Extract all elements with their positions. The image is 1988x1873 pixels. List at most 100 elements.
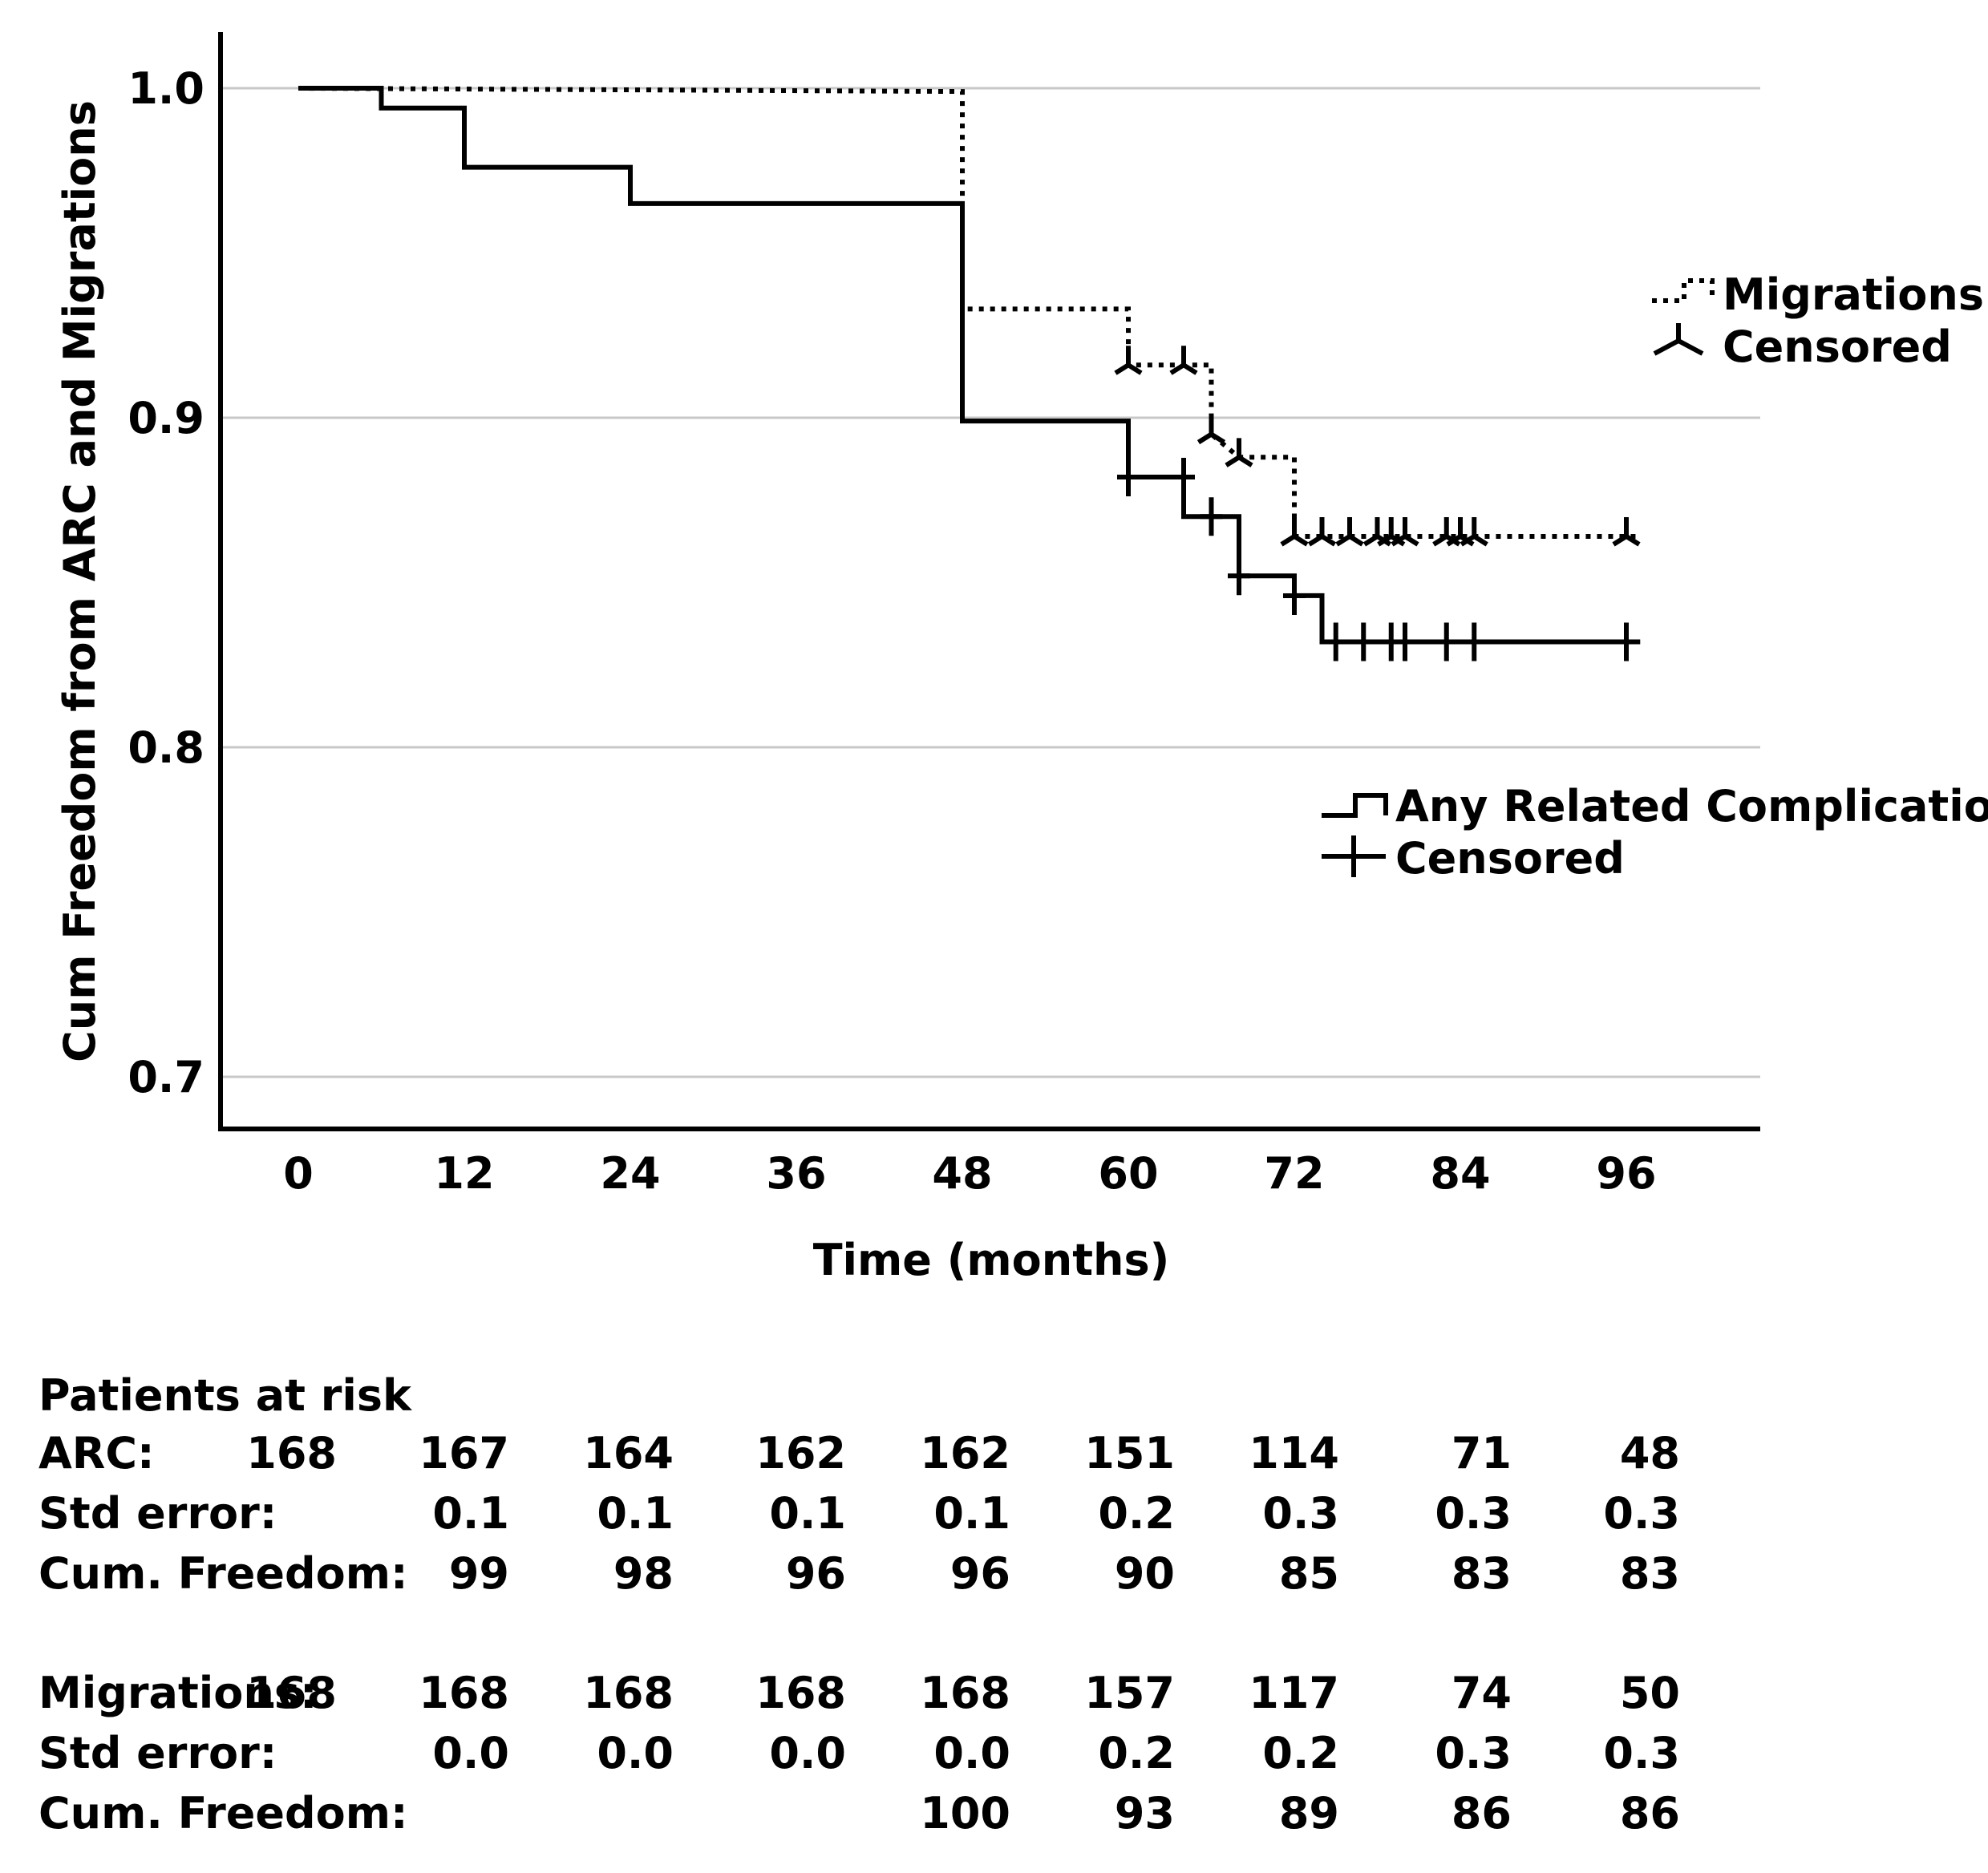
legend-arc-censored-label: Censored bbox=[1395, 833, 1625, 884]
censor-mark-1-4 bbox=[1283, 576, 1306, 615]
legend-migrations: Migrations Censored bbox=[1652, 269, 1984, 372]
risk-cell-3-5: 157 bbox=[1084, 1668, 1175, 1718]
axes bbox=[218, 32, 1760, 1131]
censor-mark-1-8 bbox=[1394, 622, 1416, 661]
y-tick-label-0: 1.0 bbox=[128, 63, 204, 114]
risk-cell-0-7: 71 bbox=[1451, 1428, 1512, 1479]
x-tick-label-8: 96 bbox=[1596, 1148, 1656, 1199]
risk-cell-3-4: 168 bbox=[920, 1668, 1010, 1718]
censor-mark-1-6 bbox=[1352, 622, 1375, 661]
risk-cell-0-1: 167 bbox=[419, 1428, 509, 1479]
risk-cell-1-5: 0.2 bbox=[1098, 1488, 1175, 1539]
risk-cell-4-1: 0.0 bbox=[432, 1728, 509, 1778]
series-line-1 bbox=[298, 86, 1641, 645]
risk-table: Patients at risk ARC: 168 167 164 162 162 151 1… bbox=[0, 1363, 1988, 1860]
risk-cell-0-5: 151 bbox=[1084, 1428, 1175, 1479]
risk-cell-5-8: 86 bbox=[1619, 1788, 1680, 1839]
legend-arc-line-icon bbox=[1322, 793, 1388, 818]
risk-cell-0-0: 168 bbox=[246, 1428, 337, 1479]
censor-marks bbox=[1114, 346, 1641, 661]
x-tick-label-4: 48 bbox=[932, 1148, 992, 1199]
censor-mark-1-10 bbox=[1463, 622, 1486, 661]
kaplan-meier-chart: 1.0 0.9 0.8 0.7 0 12 24 36 48 60 72 84 96 Cum Freed… bbox=[55, 32, 1988, 1285]
x-axis-title: Time (months) bbox=[813, 1235, 1170, 1285]
x-tick-label-5: 60 bbox=[1098, 1148, 1158, 1199]
risk-cell-0-2: 164 bbox=[583, 1428, 674, 1479]
series-lines bbox=[298, 86, 1641, 645]
legend-migrations-line-icon bbox=[1652, 278, 1715, 303]
censor-mark-1-0 bbox=[1117, 457, 1140, 496]
risk-row-label-5: Cum. Freedom: bbox=[38, 1788, 408, 1839]
risk-cell-1-7: 0.3 bbox=[1435, 1488, 1512, 1539]
risk-cell-4-2: 0.0 bbox=[597, 1728, 674, 1778]
risk-cell-5-7: 86 bbox=[1451, 1788, 1512, 1839]
legend-migrations-censored-label: Censored bbox=[1723, 322, 1952, 372]
censor-mark-0-0 bbox=[1114, 346, 1143, 375]
x-tick-label-3: 36 bbox=[766, 1148, 826, 1199]
risk-cell-4-5: 0.2 bbox=[1098, 1728, 1175, 1778]
censor-mark-0-5 bbox=[1307, 516, 1337, 547]
risk-cell-4-4: 0.0 bbox=[933, 1728, 1010, 1778]
censor-mark-1-9 bbox=[1435, 622, 1458, 661]
censor-mark-0-2 bbox=[1196, 415, 1226, 445]
risk-cell-4-8: 0.3 bbox=[1603, 1728, 1680, 1778]
risk-cell-0-8: 48 bbox=[1619, 1428, 1680, 1479]
x-tick-label-6: 72 bbox=[1264, 1148, 1324, 1199]
risk-cell-2-3: 96 bbox=[785, 1548, 846, 1599]
risk-row-label-2: Cum. Freedom: bbox=[38, 1548, 408, 1599]
risk-cell-1-1: 0.1 bbox=[432, 1488, 509, 1539]
y-axis-title: Cum Freedom from ARC and Migrations bbox=[55, 100, 105, 1062]
risk-cell-4-3: 0.0 bbox=[769, 1728, 846, 1778]
risk-cell-0-6: 114 bbox=[1249, 1428, 1339, 1479]
censor-mark-0-9 bbox=[1391, 516, 1419, 547]
risk-cell-2-8: 83 bbox=[1619, 1548, 1680, 1599]
x-tick-label-7: 84 bbox=[1430, 1148, 1490, 1199]
x-tick-label-1: 12 bbox=[434, 1148, 494, 1199]
risk-cell-3-1: 168 bbox=[419, 1668, 509, 1718]
x-tick-label-0: 0 bbox=[283, 1148, 314, 1199]
censor-mark-1-5 bbox=[1324, 622, 1347, 661]
risk-cell-4-7: 0.3 bbox=[1435, 1728, 1512, 1778]
risk-cell-3-2: 168 bbox=[583, 1668, 674, 1718]
risk-row-label-1: Std error: bbox=[38, 1488, 277, 1539]
risk-cell-2-4: 96 bbox=[949, 1548, 1010, 1599]
series-line-0 bbox=[298, 86, 1641, 539]
risk-cell-2-7: 83 bbox=[1451, 1548, 1512, 1599]
risk-row-label-0: ARC: bbox=[38, 1428, 155, 1479]
risk-cell-1-8: 0.3 bbox=[1603, 1488, 1680, 1539]
censor-mark-0-6 bbox=[1335, 516, 1364, 547]
legend-migrations-label: Migrations bbox=[1723, 269, 1984, 320]
y-tick-labels: 1.0 0.9 0.8 0.7 bbox=[128, 63, 204, 1102]
risk-cell-1-4: 0.1 bbox=[933, 1488, 1010, 1539]
risk-cell-2-6: 85 bbox=[1278, 1548, 1339, 1599]
risk-cell-2-5: 90 bbox=[1114, 1548, 1175, 1599]
censor-mark-0-13 bbox=[1612, 516, 1641, 547]
gridlines bbox=[221, 87, 1760, 1078]
risk-cell-3-8: 50 bbox=[1619, 1668, 1680, 1718]
legend-arc: Any Related Complication Censored bbox=[1322, 781, 1988, 884]
censor-mark-0-1 bbox=[1169, 346, 1198, 375]
censor-mark-0-3 bbox=[1225, 438, 1253, 467]
risk-cell-0-3: 162 bbox=[755, 1428, 846, 1479]
risk-cell-1-6: 0.3 bbox=[1262, 1488, 1339, 1539]
censor-mark-1-2 bbox=[1200, 497, 1223, 536]
risk-cell-3-3: 168 bbox=[755, 1668, 846, 1718]
risk-cell-2-2: 98 bbox=[613, 1548, 674, 1599]
risk-cell-3-0: 168 bbox=[246, 1668, 337, 1718]
risk-cell-3-7: 74 bbox=[1451, 1668, 1512, 1718]
risk-cell-5-5: 93 bbox=[1114, 1788, 1175, 1839]
risk-cell-0-4: 162 bbox=[920, 1428, 1010, 1479]
censor-mark-1-3 bbox=[1228, 556, 1250, 596]
y-tick-label-2: 0.8 bbox=[128, 722, 204, 773]
risk-cell-5-6: 89 bbox=[1278, 1788, 1339, 1839]
y-tick-label-1: 0.9 bbox=[128, 393, 204, 443]
risk-cell-1-3: 0.1 bbox=[769, 1488, 846, 1539]
legend-arc-label: Any Related Complication bbox=[1395, 781, 1988, 831]
y-tick-label-3: 0.7 bbox=[128, 1052, 204, 1102]
legend-migrations-censor-icon bbox=[1653, 323, 1704, 356]
risk-cell-5-4: 100 bbox=[920, 1788, 1010, 1839]
censor-mark-0-4 bbox=[1280, 516, 1309, 547]
risk-table-title: Patients at risk bbox=[38, 1370, 411, 1421]
x-tick-labels: 0 12 24 36 48 60 72 84 96 bbox=[283, 1148, 1656, 1199]
legend-arc-censor-icon bbox=[1322, 835, 1386, 877]
